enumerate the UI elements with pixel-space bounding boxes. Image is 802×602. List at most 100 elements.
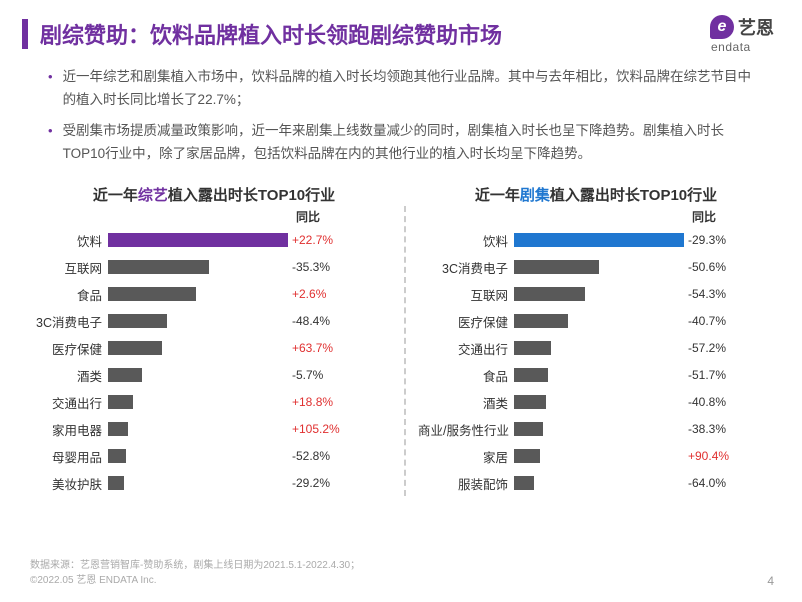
yoy-header: 同比 — [692, 208, 716, 225]
bar-track — [514, 389, 684, 416]
bar-row: 母婴用品 -52.8% — [36, 443, 392, 470]
bar-track — [514, 416, 684, 443]
footer-line2: ©2022.05 艺恩 ENDATA Inc. — [30, 573, 360, 588]
bar-yoy-value: -29.2% — [288, 476, 344, 490]
bar-track — [108, 443, 288, 470]
logo-mark-icon: e — [710, 15, 734, 39]
footer-source: 数据来源：艺恩营销智库-赞助系统，剧集上线日期为2021.5.1-2022.4.… — [30, 558, 360, 588]
chart-title-highlight: 综艺 — [138, 187, 168, 204]
bar-fill — [514, 314, 568, 328]
bar-yoy-value: -64.0% — [684, 476, 740, 490]
bar-row: 交通出行 -57.2% — [418, 335, 774, 362]
bar-label: 服装配饰 — [418, 474, 514, 493]
bar-track — [514, 281, 684, 308]
chart-title: 近一年综艺植入露出时长TOP10行业 — [36, 184, 392, 205]
bar-yoy-value: -40.8% — [684, 395, 740, 409]
bar-row: 商业/服务性行业 -38.3% — [418, 416, 774, 443]
bar-row: 互联网 -35.3% — [36, 254, 392, 281]
bar-track — [108, 362, 288, 389]
bar-fill — [514, 476, 534, 490]
bullet-dot-icon: • — [48, 120, 53, 166]
bar-fill — [514, 260, 599, 274]
bar-fill — [108, 341, 162, 355]
bar-label: 互联网 — [418, 285, 514, 304]
bar-track — [514, 227, 684, 254]
bar-yoy-value: -5.7% — [288, 368, 344, 382]
bar-label: 医疗保健 — [418, 312, 514, 331]
bar-track — [108, 281, 288, 308]
chart-title-pre: 近一年 — [475, 187, 520, 204]
bullet-item: • 近一年综艺和剧集植入市场中，饮料品牌的植入时长均领跑其他行业品牌。其中与去年… — [48, 66, 754, 112]
bar-track — [514, 335, 684, 362]
bullet-item: • 受剧集市场提质减量政策影响，近一年来剧集上线数量减少的同时，剧集植入时长也呈… — [48, 120, 754, 166]
logo-text-cn: 艺恩 — [738, 14, 774, 40]
bar-fill — [514, 368, 548, 382]
endata-logo: e 艺恩 endata — [710, 14, 774, 54]
bar-row: 3C消费电子-50.6% — [418, 254, 774, 281]
bar-row: 美妆护肤 -29.2% — [36, 470, 392, 497]
bar-container: 饮料+22.7%互联网-35.3%食品+2.6%3C消费电子-48.4%医疗保健… — [36, 227, 392, 497]
bar-row: 饮料 -29.3% — [418, 227, 774, 254]
bar-label: 交通出行 — [36, 393, 108, 412]
bar-track — [514, 443, 684, 470]
logo-text-en: endata — [711, 40, 751, 54]
bar-yoy-value: -51.7% — [684, 368, 740, 382]
bar-fill — [514, 422, 543, 436]
bar-track — [514, 470, 684, 497]
chart-title-pre: 近一年 — [93, 187, 138, 204]
bar-track — [108, 416, 288, 443]
bar-row: 酒类-40.8% — [418, 389, 774, 416]
bar-yoy-value: +105.2% — [288, 422, 344, 436]
bar-fill — [514, 449, 540, 463]
bar-fill — [108, 260, 209, 274]
bar-fill — [514, 233, 684, 247]
bar-fill — [514, 341, 551, 355]
bar-row: 3C消费电子 -48.4% — [36, 308, 392, 335]
variety-show-chart: 近一年综艺植入露出时长TOP10行业 同比 饮料+22.7%互联网-35.3%食… — [36, 184, 392, 497]
bar-label: 互联网 — [36, 258, 108, 277]
bar-yoy-value: +2.6% — [288, 287, 344, 301]
title-accent-bar — [22, 19, 28, 49]
bar-container: 饮料-29.3%3C消费电子-50.6%互联网-54.3%医疗保健-40.7%交… — [418, 227, 774, 497]
bar-fill — [108, 287, 196, 301]
bar-track — [514, 308, 684, 335]
bar-yoy-value: -29.3% — [684, 233, 740, 247]
bar-fill — [108, 314, 167, 328]
bar-row: 服装配饰 -64.0% — [418, 470, 774, 497]
bar-yoy-value: -38.3% — [684, 422, 740, 436]
bullet-text: 受剧集市场提质减量政策影响，近一年来剧集上线数量减少的同时，剧集植入时长也呈下降… — [63, 120, 754, 166]
chart-title-highlight: 剧集 — [520, 187, 550, 204]
bar-fill — [108, 476, 124, 490]
bar-yoy-value: -35.3% — [288, 260, 344, 274]
page-number: 4 — [767, 574, 774, 588]
bar-label: 商业/服务性行业 — [418, 420, 514, 439]
bar-label: 交通出行 — [418, 339, 514, 358]
bar-yoy-value: -57.2% — [684, 341, 740, 355]
bar-label: 饮料 — [36, 231, 108, 250]
bar-label: 3C消费电子 — [36, 312, 108, 331]
bar-label: 饮料 — [418, 231, 514, 250]
bar-label: 母婴用品 — [36, 447, 108, 466]
chart-title: 近一年剧集植入露出时长TOP10行业 — [418, 184, 774, 205]
bar-row: 家用电器+105.2% — [36, 416, 392, 443]
bar-label: 酒类 — [36, 366, 108, 385]
bar-yoy-value: -54.3% — [684, 287, 740, 301]
bar-track — [108, 254, 288, 281]
bar-row: 医疗保健 +63.7% — [36, 335, 392, 362]
bar-label: 家居 — [418, 447, 514, 466]
bar-track — [108, 308, 288, 335]
bar-label: 美妆护肤 — [36, 474, 108, 493]
chart-title-post: 植入露出时长TOP10行业 — [168, 187, 335, 204]
bar-row: 交通出行+18.8% — [36, 389, 392, 416]
bar-yoy-value: -52.8% — [288, 449, 344, 463]
footer-line1: 数据来源：艺恩营销智库-赞助系统，剧集上线日期为2021.5.1-2022.4.… — [30, 558, 360, 573]
bar-label: 医疗保健 — [36, 339, 108, 358]
bar-track — [514, 254, 684, 281]
bar-yoy-value: -50.6% — [684, 260, 740, 274]
bar-yoy-value: -48.4% — [288, 314, 344, 328]
bar-yoy-value: +63.7% — [288, 341, 344, 355]
bar-row: 互联网 -54.3% — [418, 281, 774, 308]
bar-track — [108, 227, 288, 254]
bar-row: 饮料+22.7% — [36, 227, 392, 254]
bar-row: 食品-51.7% — [418, 362, 774, 389]
